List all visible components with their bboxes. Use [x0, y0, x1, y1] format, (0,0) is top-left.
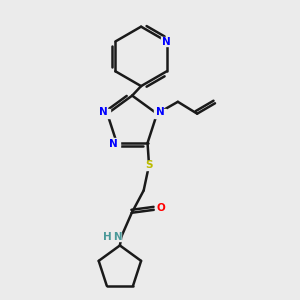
Bar [154, 109, 166, 118]
Text: N: N [156, 107, 165, 117]
Bar [155, 205, 167, 214]
Bar [108, 139, 120, 147]
Bar [98, 109, 110, 118]
Bar [143, 161, 155, 170]
Text: S: S [145, 160, 153, 170]
Text: H N: H N [103, 232, 122, 242]
Text: N: N [162, 37, 171, 46]
Text: N: N [99, 107, 108, 117]
Bar [103, 232, 122, 241]
Text: N: N [109, 139, 118, 149]
Bar [161, 37, 173, 46]
Text: O: O [156, 203, 165, 213]
